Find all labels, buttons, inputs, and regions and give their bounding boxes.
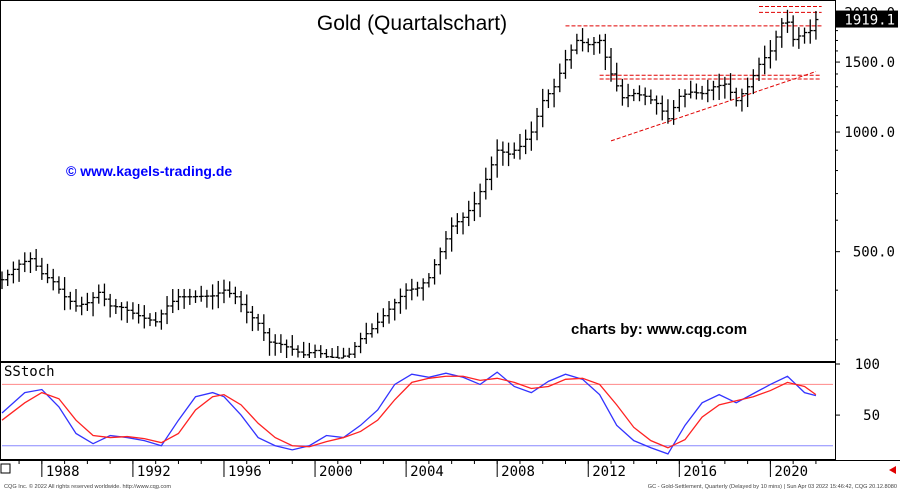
time-tick-label: 2008: [501, 464, 535, 480]
time-tick-label: 2012: [592, 464, 626, 480]
price-tick-label: 1500.0: [844, 55, 895, 71]
price-bars: [0, 9, 819, 359]
time-tick-label: 2016: [683, 464, 717, 480]
price-panel-frame: [0, 0, 836, 362]
chart-title: Gold (Quartalschart): [317, 12, 507, 35]
trendlines: [565, 5, 822, 142]
time-tick-label: 2004: [410, 464, 444, 480]
footer-copyright: CQG Inc. © 2022 All rights reserved worl…: [4, 483, 171, 490]
scroll-box[interactable]: [0, 463, 11, 474]
price-tick-label: 500.0: [853, 245, 895, 261]
time-axis: 1988 1992 1996 2000 2004 2008 2012 2016 2020: [18, 460, 817, 480]
last-price-tag: [836, 10, 898, 28]
time-tick-label: 2000: [319, 464, 353, 480]
credit-text: charts by: www.cqg.com: [571, 321, 747, 338]
time-tick-label: 2020: [774, 464, 808, 480]
stoch-fast-line: [1, 371, 817, 455]
stoch-label: SStoch: [4, 364, 55, 380]
footer-info: GC - Gold-Settlement, Quarterly (Delayed…: [648, 484, 897, 490]
stoch-bands: [2, 383, 833, 447]
stoch-tick-label: 50: [863, 408, 880, 424]
stoch-axis: 100 50: [835, 357, 880, 424]
stoch-lines: [1, 371, 817, 455]
scroll-right-arrow-icon[interactable]: [889, 466, 896, 474]
price-tick-label: 1000.0: [844, 125, 895, 141]
watermark-text: © www.kagels-trading.de: [66, 163, 232, 179]
time-tick-label: 1988: [46, 464, 80, 480]
time-tick-label: 1992: [137, 464, 171, 480]
stoch-slow-line: [1, 375, 817, 449]
time-tick-label: 1996: [228, 464, 262, 480]
last-price-label: 1919.1: [844, 13, 895, 29]
stoch-tick-label: 100: [855, 357, 880, 373]
trendline: [610, 71, 817, 142]
